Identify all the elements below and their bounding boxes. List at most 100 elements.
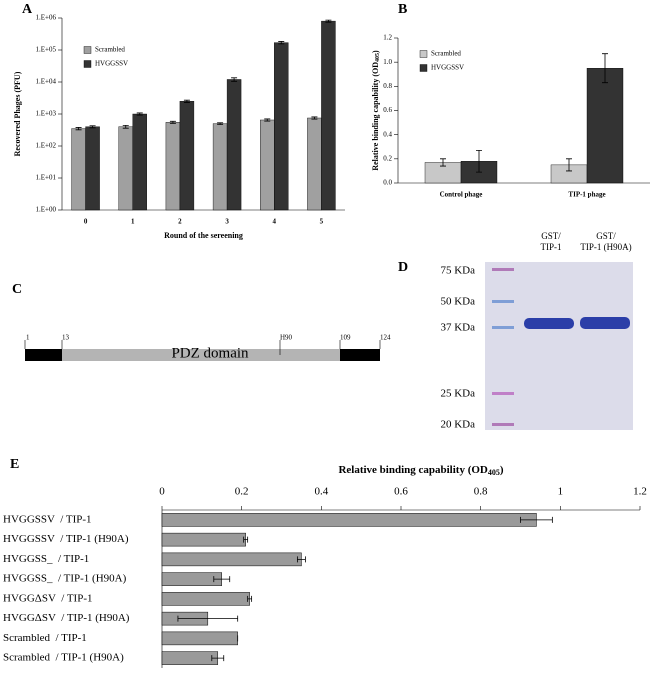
error-bar [325, 19, 332, 23]
x-tick-label: 5 [320, 218, 324, 226]
terminal-region [25, 349, 62, 361]
bar [212, 123, 228, 211]
error-bar [311, 116, 318, 120]
error-bar [247, 595, 253, 602]
pdz-region [62, 349, 340, 361]
category-label: HVGGSS_ / TIP-1 (H90A) [3, 573, 127, 585]
position-label: H90 [280, 334, 293, 342]
marker-label: 37 KDa [440, 322, 475, 334]
domain-label: PDZ domain [171, 345, 249, 361]
error-bar [169, 120, 176, 124]
bar [132, 113, 147, 211]
protein-band [524, 318, 574, 329]
y-tick-label: 1.E+05 [36, 46, 57, 54]
y-axis-label-part: Recovered Phages (PFU) [13, 71, 22, 156]
error-bar [217, 122, 224, 125]
bar [85, 126, 100, 211]
bar [274, 42, 289, 211]
error-bar [213, 576, 231, 583]
error-bar [183, 99, 190, 103]
category-label: HVGGSS_ / TIP-1 [3, 553, 89, 565]
x-tick-label: 1 [558, 486, 564, 498]
panel-label: A [22, 2, 33, 17]
error-bar [177, 615, 239, 622]
error-bar [243, 536, 249, 543]
position-label: 13 [62, 334, 70, 342]
bar [161, 513, 537, 527]
error-bar [211, 655, 225, 662]
y-tick-label: 1.2 [383, 34, 392, 42]
error-bar [264, 118, 271, 122]
ladder-band [492, 300, 514, 303]
axis-title-part: ) [500, 464, 504, 476]
error-bar [297, 556, 306, 563]
axis-title: Relative binding capability (OD405) [338, 464, 503, 477]
bar [161, 552, 302, 567]
x-tick-label: 0.6 [394, 486, 408, 498]
bar [71, 128, 86, 211]
y-axis-label-sub: 405 [375, 53, 381, 62]
error-bar [476, 149, 482, 173]
protein-band [580, 317, 630, 329]
panel-label: C [12, 282, 22, 297]
category-label: HVGGΔSV / TIP-1 (H90A) [3, 612, 130, 624]
y-tick-label: 0.4 [383, 130, 392, 138]
legend-label: Scrambled [431, 50, 461, 58]
y-axis-label: Relative binding capability (OD405) [371, 50, 382, 171]
error-bar [136, 112, 143, 116]
x-tick-label: 1 [131, 218, 135, 226]
lane-label: TIP-1 [541, 242, 562, 252]
category-label: HVGGΔSV / TIP-1 [3, 592, 92, 604]
gel [485, 262, 633, 430]
x-tick-label: 4 [273, 218, 277, 226]
marker-label: 25 KDa [440, 388, 475, 400]
x-tick-label: 2 [178, 218, 182, 226]
panel-label: D [398, 260, 408, 275]
y-tick-label: 1.E+02 [36, 142, 57, 150]
y-tick-label: 1.E+01 [36, 174, 57, 182]
ladder-band [492, 268, 514, 271]
error-bar [231, 77, 238, 82]
ladder-band [492, 423, 514, 426]
category-label: Scrambled / TIP-1 (H90A) [3, 652, 124, 664]
y-tick-label: 0.6 [383, 106, 392, 114]
x-tick-label: TIP-1 phage [568, 191, 605, 199]
error-bar [520, 516, 553, 523]
error-bar [602, 53, 608, 84]
category-label: Scrambled / TIP-1 [3, 632, 87, 644]
category-label: HVGGSSV / TIP-1 (H90A) [3, 533, 129, 545]
x-axis-label: Round of the sereening [164, 231, 243, 240]
bar [165, 122, 181, 211]
marker-label: 20 KDa [440, 419, 475, 431]
error-bar [89, 125, 96, 129]
y-axis-label-part: ) [371, 50, 380, 53]
position-label: 109 [340, 334, 351, 342]
x-tick-label: 0 [84, 218, 88, 226]
bar [161, 651, 219, 665]
y-tick-label: 1.0 [383, 58, 392, 66]
bar [179, 101, 195, 211]
bar [161, 572, 222, 586]
legend-swatch [83, 60, 92, 68]
bar [260, 119, 275, 211]
bar [586, 68, 624, 184]
legend-label: HVGGSSV [95, 60, 128, 68]
bar [161, 592, 250, 606]
x-tick-label: 0.4 [314, 486, 328, 498]
error-bar [278, 41, 285, 45]
error-bar [75, 127, 82, 131]
legend-label: HVGGSSV [431, 64, 464, 72]
lane-label: TIP-1 (H90A) [580, 242, 631, 252]
x-tick-label: 0.8 [474, 486, 488, 498]
marker-label: 75 KDa [440, 265, 475, 277]
marker-label: 50 KDa [440, 296, 475, 308]
legend-swatch [83, 46, 92, 54]
y-axis-label: Recovered Phages (PFU) [13, 71, 22, 156]
y-tick-label: 1.E+06 [36, 14, 57, 22]
legend-swatch [419, 50, 428, 58]
y-axis-label-part: Relative binding capability (OD [371, 62, 380, 171]
position-label: 1 [26, 334, 30, 342]
y-tick-label: 1.E+00 [36, 206, 57, 214]
ladder-band [492, 392, 514, 395]
